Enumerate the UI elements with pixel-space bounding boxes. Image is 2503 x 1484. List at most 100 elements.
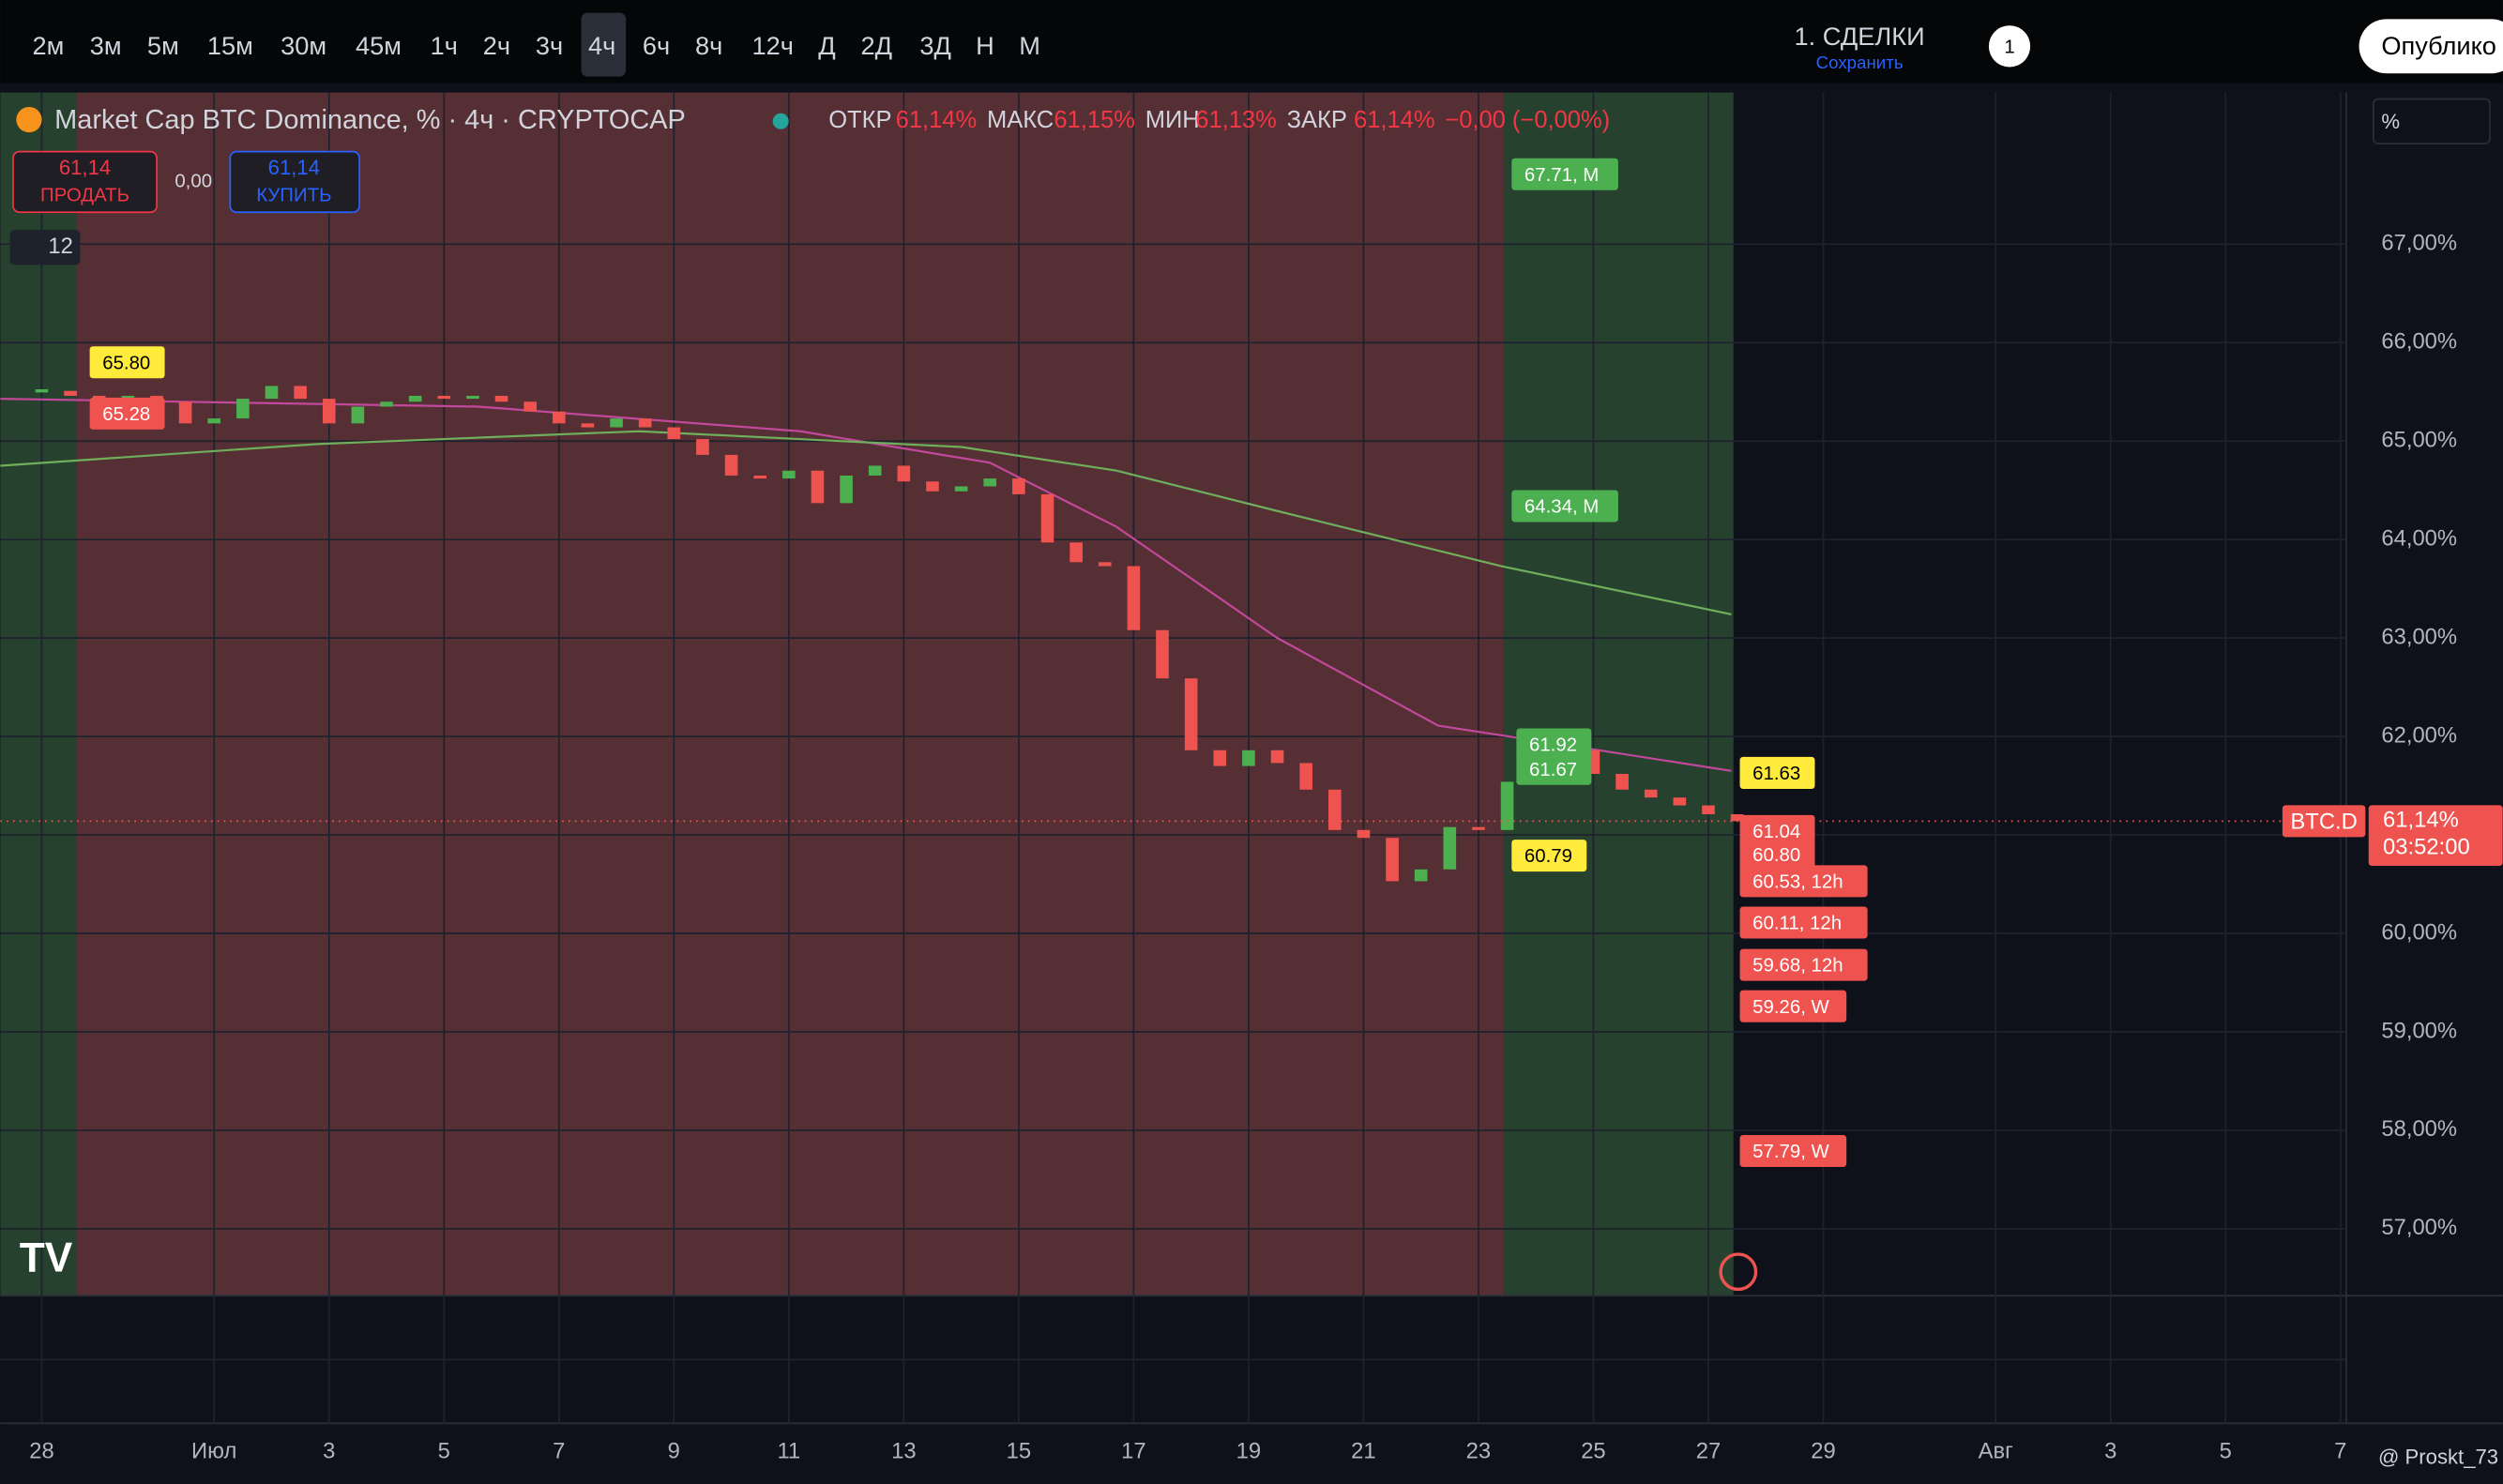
level-box <box>89 346 165 379</box>
sell-button[interactable] <box>12 150 158 214</box>
candle <box>1098 562 1112 567</box>
interval-button[interactable]: 2м <box>32 31 64 60</box>
plot: 67.71, M 64.34, M 65.80 65.28 61.92 61.67 61.6… <box>0 158 2346 1167</box>
interval-button[interactable]: 2ч <box>483 31 510 60</box>
candle <box>64 390 77 396</box>
spread: 0,00 <box>174 171 212 191</box>
level-box <box>1511 158 1618 190</box>
logo: TV <box>20 1235 73 1281</box>
interval-button[interactable]: 3ч <box>536 31 563 60</box>
candle <box>638 418 652 428</box>
level-label: 57.79, W <box>1752 1142 1829 1162</box>
market-status <box>772 113 789 129</box>
candle <box>1040 493 1054 543</box>
candle <box>1184 678 1198 750</box>
ohlc-value: 61,14% <box>1354 107 1434 133</box>
badge-count[interactable]: 1 <box>2004 37 2014 57</box>
ohlc-value: 61,15% <box>1054 107 1135 133</box>
candle <box>868 465 882 476</box>
candle <box>322 399 336 424</box>
candle <box>1299 763 1312 790</box>
x-tick-label: 13 <box>891 1438 916 1463</box>
y-tick-label: 63,00% <box>2381 624 2457 649</box>
x-tick-label: 11 <box>777 1438 800 1463</box>
ohlc-value: 61,14% <box>896 107 978 133</box>
candle <box>1270 750 1284 764</box>
indicators-count[interactable]: 12 <box>48 234 72 259</box>
interval-button[interactable]: 3м <box>90 31 122 60</box>
interval-button[interactable]: 6ч <box>643 31 670 60</box>
publish-label[interactable]: Опублико <box>2381 31 2496 60</box>
interval-button[interactable]: 2Д <box>860 31 892 60</box>
candle <box>724 454 738 476</box>
interval-button[interactable]: 30м <box>281 31 326 60</box>
candle <box>840 475 853 504</box>
x-tick-label: Июл <box>191 1438 236 1463</box>
candle <box>236 399 250 419</box>
sell-price[interactable]: 61,14 <box>59 156 111 179</box>
candle <box>178 401 192 424</box>
zone-green <box>1503 92 1734 1296</box>
scale-mode[interactable]: % <box>2381 110 2400 133</box>
scale-input[interactable] <box>2373 98 2491 144</box>
buy-label[interactable]: КУПИТЬ <box>256 186 331 206</box>
interval-button[interactable]: 12ч <box>751 31 793 60</box>
level-label: 61.63 <box>1752 764 1800 784</box>
candle <box>466 395 479 400</box>
level-label: 60.11, 12h <box>1752 914 1842 934</box>
candle <box>265 386 279 400</box>
buy-button[interactable] <box>229 150 360 214</box>
zone-red <box>77 92 1504 1296</box>
badge[interactable] <box>1988 25 2031 68</box>
interval-button[interactable]: 8ч <box>695 31 722 60</box>
symbol-title: Market Cap BTC Dominance, % · 4ч · CRYPT… <box>54 105 686 135</box>
candle <box>1327 789 1342 830</box>
x-tick-label: 5 <box>438 1438 450 1463</box>
price-timer: 03:52:00 <box>2383 835 2470 860</box>
candle <box>897 465 911 482</box>
interval-button[interactable]: Д <box>818 31 835 60</box>
candle <box>1443 826 1457 870</box>
interval-button[interactable]: 3Д <box>919 31 951 60</box>
candle <box>696 439 709 455</box>
interval-button[interactable]: 1ч <box>431 31 458 60</box>
x-tick-label: 7 <box>2334 1438 2346 1463</box>
y-tick-label: 60,00% <box>2381 919 2457 945</box>
layout-name[interactable]: 1. СДЕЛКИ <box>1795 22 1925 51</box>
save-button[interactable]: Сохранить <box>1816 53 1904 72</box>
x-tick-label: 17 <box>1121 1438 1145 1463</box>
interval-button[interactable]: 15м <box>207 31 253 60</box>
candle <box>1386 838 1399 882</box>
interval-button[interactable]: М <box>1019 31 1040 60</box>
interval-button[interactable]: Н <box>976 31 994 60</box>
candle <box>782 470 796 479</box>
x-tick-label: 3 <box>323 1438 335 1463</box>
x-tick-label: 7 <box>553 1438 565 1463</box>
alert-icon[interactable] <box>1719 1252 1758 1292</box>
price-tag-label: 61,14% <box>2383 808 2459 833</box>
indicators-toggle[interactable] <box>9 229 81 265</box>
sell-label[interactable]: ПРОДАТЬ <box>40 186 129 206</box>
candle <box>1127 566 1141 630</box>
candle <box>1730 814 1744 822</box>
symbol-tag-label: BTC.D <box>2290 809 2357 834</box>
level-box <box>1739 906 1868 939</box>
y-tick-label: 66,00% <box>2381 329 2457 355</box>
buy-price[interactable]: 61,14 <box>268 156 320 179</box>
publish-button[interactable] <box>2359 19 2503 74</box>
candle <box>1702 805 1715 815</box>
level-box <box>1511 490 1618 522</box>
interval-button[interactable]: 45м <box>356 31 402 60</box>
x-tick-label: 28 <box>29 1438 53 1463</box>
y-tick-label: 58,00% <box>2381 1116 2457 1142</box>
y-tick-label: 65,00% <box>2381 428 2457 453</box>
x-tick-label: 19 <box>1236 1438 1261 1463</box>
candle <box>983 478 997 487</box>
candle <box>667 427 681 440</box>
candle <box>121 395 135 400</box>
interval-button[interactable]: 4ч <box>588 31 615 60</box>
interval-button[interactable]: 5м <box>147 31 179 60</box>
x-tick-label: Авг <box>1979 1438 2013 1463</box>
